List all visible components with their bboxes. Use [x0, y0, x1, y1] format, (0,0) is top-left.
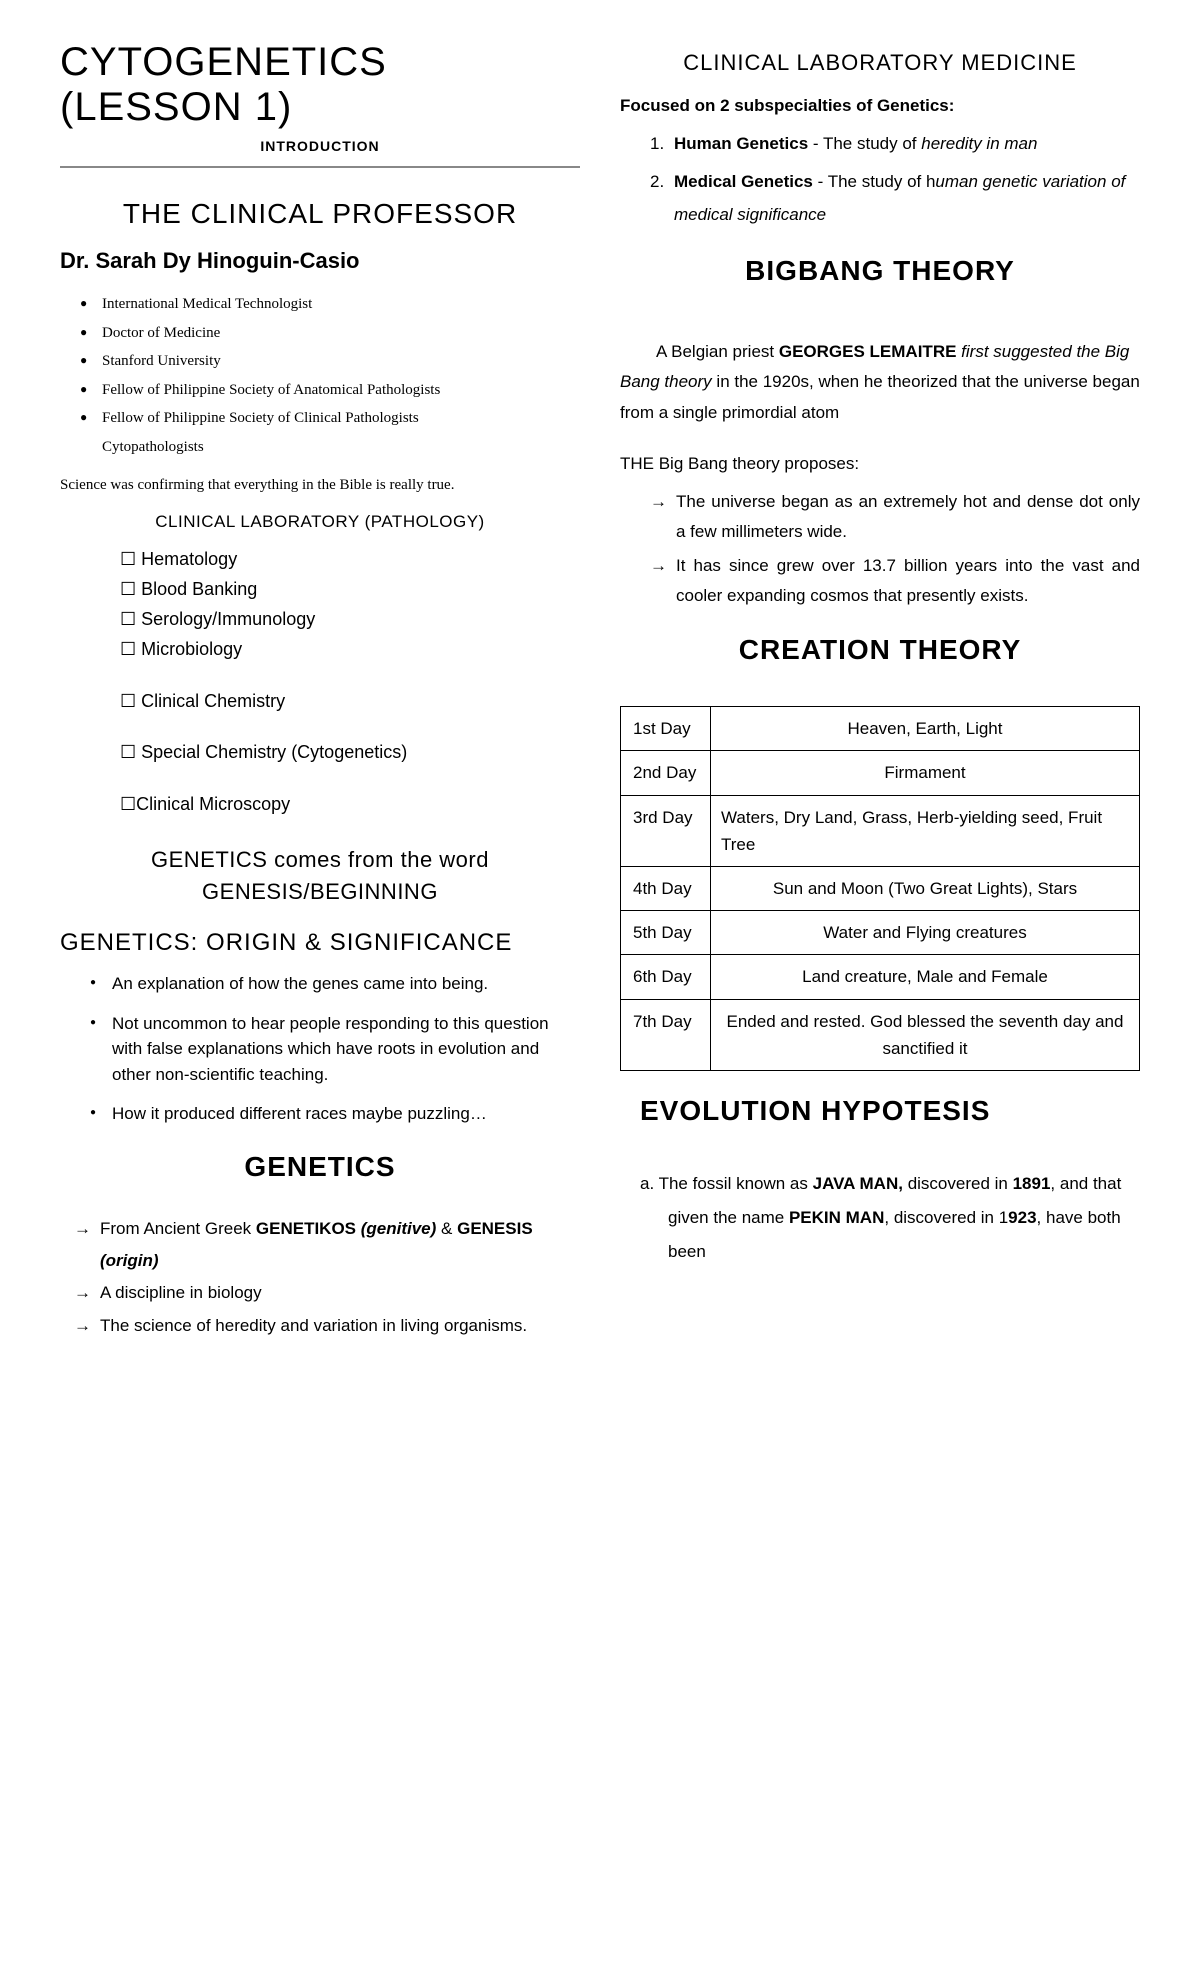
text-bold: JAVA MAN,: [813, 1174, 903, 1193]
num: 1.: [650, 128, 664, 160]
cell-text: Firmament: [711, 751, 1140, 795]
origin-item: How it produced different races maybe pu…: [90, 1101, 580, 1127]
evolution-heading: EVOLUTION HYPOTESIS: [620, 1095, 1140, 1127]
text-bold-italic: (genitive): [356, 1219, 441, 1238]
right-column: CLINICAL LABORATORY MEDICINE Focused on …: [620, 40, 1140, 1936]
main-title: CYTOGENETICS (LESSON 1): [60, 40, 580, 130]
credential-item: Cytopathologists: [80, 433, 580, 462]
creation-heading: CREATION THEORY: [620, 634, 1140, 666]
evolution-list: a. The fossil known as JAVA MAN, discove…: [620, 1167, 1140, 1269]
text: - The study of h: [813, 172, 936, 191]
text: A Belgian priest: [656, 342, 779, 361]
lab-item: Hematology: [120, 546, 580, 574]
genetics-item: The science of heredity and variation in…: [74, 1310, 580, 1342]
cell-text: Ended and rested. God blessed the sevent…: [711, 999, 1140, 1070]
lab-item: Microbiology: [120, 636, 580, 664]
text-italic: heredity in man: [921, 134, 1037, 153]
text: &: [441, 1219, 457, 1238]
cell-day: 7th Day: [621, 999, 711, 1070]
table-row: 4th DaySun and Moon (Two Great Lights), …: [621, 867, 1140, 911]
bigbang-item: The universe began as an extremely hot a…: [650, 487, 1140, 547]
text-bold: Medical Genetics: [674, 172, 813, 191]
text-bold-italic: (origin): [100, 1251, 159, 1270]
text-bold: 923: [1008, 1208, 1036, 1227]
credential-item: International Medical Technologist: [80, 290, 580, 319]
left-column: CYTOGENETICS (LESSON 1) INTRODUCTION THE…: [60, 40, 580, 1936]
lab-item: Clinical Microscopy: [120, 791, 580, 819]
table-row: 1st DayHeaven, Earth, Light: [621, 707, 1140, 751]
origin-list: An explanation of how the genes came int…: [60, 971, 580, 1127]
cell-text: Heaven, Earth, Light: [711, 707, 1140, 751]
creation-table: 1st DayHeaven, Earth, Light 2nd DayFirma…: [620, 706, 1140, 1071]
clinical-professor-heading: THE CLINICAL PROFESSOR: [60, 198, 580, 230]
cell-day: 5th Day: [621, 911, 711, 955]
lab-item: Special Chemistry (Cytogenetics): [120, 739, 580, 767]
credential-item: Fellow of Philippine Society of Clinical…: [80, 404, 580, 433]
text-bold: GENESIS: [457, 1219, 533, 1238]
divider: [60, 166, 580, 168]
genetics-item: A discipline in biology: [74, 1277, 580, 1309]
cell-text: Sun and Moon (Two Great Lights), Stars: [711, 867, 1140, 911]
credentials-list: International Medical Technologist Docto…: [60, 290, 580, 461]
text-bold: Human Genetics: [674, 134, 808, 153]
text: From Ancient Greek: [100, 1219, 256, 1238]
cell-text: Waters, Dry Land, Grass, Herb-yielding s…: [711, 795, 1140, 866]
subspecialty-item: 1. Human Genetics - The study of heredit…: [650, 128, 1140, 160]
subspecialty-item: 2. Medical Genetics - The study of human…: [650, 166, 1140, 231]
genetics-item: From Ancient Greek GENETIKOS (genitive) …: [74, 1213, 580, 1278]
bigbang-list: The universe began as an extremely hot a…: [620, 487, 1140, 610]
genetics-word-l1: GENETICS comes from the word: [60, 847, 580, 873]
focused-text: Focused on 2 subspecialties of Genetics:: [620, 96, 1140, 116]
cell-day: 3rd Day: [621, 795, 711, 866]
bigbang-item: It has since grew over 13.7 billion year…: [650, 551, 1140, 611]
origin-heading: GENETICS: ORIGIN & SIGNIFICANCE: [60, 929, 580, 957]
lab-list: Hematology Blood Banking Serology/Immuno…: [60, 546, 580, 819]
lab-heading: CLINICAL LABORATORY (PATHOLOGY): [60, 512, 580, 532]
bigbang-heading: BIGBANG THEORY: [620, 255, 1140, 287]
num: 2.: [650, 166, 664, 198]
credential-item: Doctor of Medicine: [80, 319, 580, 348]
text: a. The fossil known as: [640, 1174, 813, 1193]
bigbang-paragraph: A Belgian priest GEORGES LEMAITRE first …: [620, 337, 1140, 429]
table-row: 7th DayEnded and rested. God blessed the…: [621, 999, 1140, 1070]
lab-item: Serology/Immunology: [120, 606, 580, 634]
text-bold: 1891: [1013, 1174, 1051, 1193]
origin-item: Not uncommon to hear people responding t…: [90, 1011, 580, 1088]
cell-text: Water and Flying creatures: [711, 911, 1140, 955]
intro-subtitle: INTRODUCTION: [60, 138, 580, 154]
text-bold: GENETIKOS: [256, 1219, 356, 1238]
text: , discovered in 1: [884, 1208, 1008, 1227]
cell-day: 2nd Day: [621, 751, 711, 795]
genetics-list: From Ancient Greek GENETIKOS (genitive) …: [60, 1213, 580, 1342]
table-row: 5th DayWater and Flying creatures: [621, 911, 1140, 955]
genetics-heading: GENETICS: [60, 1151, 580, 1183]
professor-name: Dr. Sarah Dy Hinoguin-Casio: [60, 248, 580, 274]
evolution-item: a. The fossil known as JAVA MAN, discove…: [640, 1167, 1140, 1269]
text: discovered in: [903, 1174, 1013, 1193]
text-bold: GEORGES LEMAITRE: [779, 342, 957, 361]
text-bold: PEKIN MAN: [789, 1208, 884, 1227]
origin-item: An explanation of how the genes came int…: [90, 971, 580, 997]
cell-text: Land creature, Male and Female: [711, 955, 1140, 999]
clm-heading: CLINICAL LABORATORY MEDICINE: [620, 50, 1140, 76]
cell-day: 4th Day: [621, 867, 711, 911]
genetics-word-l2: GENESIS/BEGINNING: [60, 879, 580, 905]
credential-item: Fellow of Philippine Society of Anatomic…: [80, 376, 580, 405]
table-row: 2nd DayFirmament: [621, 751, 1140, 795]
confirm-text: Science was confirming that everything i…: [60, 477, 580, 494]
lab-item: Clinical Chemistry: [120, 688, 580, 716]
credential-item: Stanford University: [80, 347, 580, 376]
subspecialty-list: 1. Human Genetics - The study of heredit…: [620, 128, 1140, 231]
cell-day: 6th Day: [621, 955, 711, 999]
lab-item: Blood Banking: [120, 576, 580, 604]
cell-day: 1st Day: [621, 707, 711, 751]
table-row: 3rd DayWaters, Dry Land, Grass, Herb-yie…: [621, 795, 1140, 866]
bigbang-proposes: THE Big Bang theory proposes:: [620, 449, 1140, 480]
text: - The study of: [808, 134, 921, 153]
table-row: 6th DayLand creature, Male and Female: [621, 955, 1140, 999]
